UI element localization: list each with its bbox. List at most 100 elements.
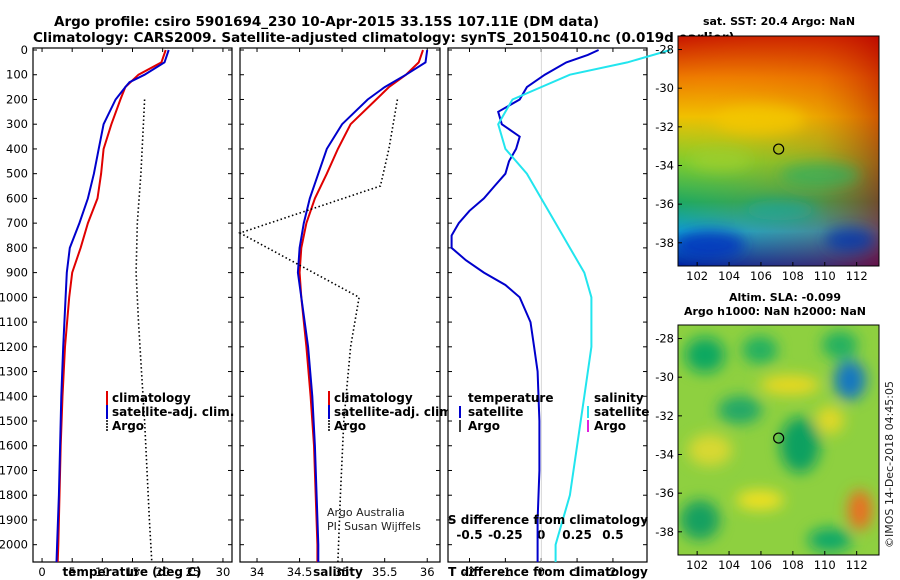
- legend-salinity-argo: Argo: [594, 419, 626, 433]
- x-tick-label: -1: [500, 565, 511, 579]
- series-line-satellite-adj-clim-: [296, 49, 429, 562]
- salinity-series: [237, 49, 429, 563]
- x-tick-label: 36: [420, 565, 435, 579]
- depth-tick-label: 600: [6, 191, 28, 205]
- sla-axes: 102 104 106 108 110 112 -28 -30 -32 -34 -36 -38: [655, 332, 867, 572]
- map-x-tick-label: 108: [782, 269, 804, 283]
- sst-title: sat. SST: 20.4 Argo: NaN: [703, 15, 855, 28]
- map-x-tick-label: 110: [814, 269, 836, 283]
- sst-field-texture: [678, 106, 875, 259]
- difference-legend-temperature: temperature satellite Argo: [459, 391, 553, 433]
- depth-tick-label: 1500: [0, 414, 28, 428]
- x-tick-label: 15: [125, 565, 140, 579]
- depth-tick-label: 900: [6, 266, 28, 280]
- depth-tick-label: 1600: [0, 439, 28, 453]
- map-y-tick-label: -32: [655, 120, 674, 134]
- temperature-x-axis: 0 5 10 15 20 25 30: [38, 48, 230, 579]
- map-x-tick-label: 102: [686, 269, 708, 283]
- depth-tick-label: 1100: [0, 315, 28, 329]
- s-diff-tick-label: 0.5: [602, 528, 623, 542]
- depth-tick-label: 200: [6, 92, 28, 106]
- salinity-x-axis: 34 34.5 35 35.5 36: [250, 48, 435, 579]
- depth-tick-label: 1700: [0, 463, 28, 477]
- x-tick-label: 2: [609, 565, 616, 579]
- depth-tick-label: 0: [21, 43, 28, 57]
- x-tick-label: 35.5: [372, 565, 398, 579]
- difference-legend-salinity: salinity satellite Argo: [587, 391, 649, 433]
- map-y-tick-label: -36: [655, 486, 674, 500]
- x-tick-label: 30: [216, 565, 231, 579]
- s-diff-tick-label: 0.25: [562, 528, 592, 542]
- legend-s-satellite-adj: satellite-adj. clim.: [334, 405, 456, 419]
- depth-tick-label: 400: [6, 142, 28, 156]
- s-difference-label: S difference from climatology: [448, 513, 648, 527]
- map-y-tick-label: -34: [655, 158, 674, 172]
- legend-salinity-satellite: satellite: [594, 405, 649, 419]
- map-x-tick-label: 112: [846, 269, 868, 283]
- sst-heatmap: [678, 36, 879, 266]
- legend-temperature-title: temperature: [468, 391, 553, 405]
- depth-tick-label: 1300: [0, 365, 28, 379]
- map-y-tick-label: -28: [655, 43, 674, 57]
- difference-series: [450, 48, 671, 562]
- sla-frame: [677, 324, 880, 556]
- sst-map-panel: sat. SST: 20.4 Argo: NaN 102 104 106 108 110…: [655, 15, 880, 283]
- depth-tick-label: 1000: [0, 290, 28, 304]
- x-tick-label: 20: [155, 565, 170, 579]
- temperature-xlabel: temperature (deg C): [63, 565, 202, 579]
- x-tick-label: 25: [185, 565, 200, 579]
- depth-tick-label: 800: [6, 241, 28, 255]
- salinity-xlabel: salinity: [313, 565, 363, 579]
- temperature-legend: climatology satellite-adj. clim. Argo: [106, 391, 234, 433]
- legend-t-satellite: satellite: [468, 405, 523, 419]
- map-y-tick-label: -38: [655, 236, 674, 250]
- salinity-legend: climatology satellite-adj. clim. Argo: [328, 391, 456, 433]
- depth-tick-label: 1800: [0, 488, 28, 502]
- sla-subtitle: Argo h1000: NaN h2000: NaN: [684, 305, 866, 318]
- legend-argo: Argo: [112, 419, 144, 433]
- map-y-tick-label: -36: [655, 197, 674, 211]
- x-tick-label: -2: [464, 565, 475, 579]
- argo-location-marker: [773, 143, 785, 155]
- map-x-tick-label: 106: [750, 558, 772, 572]
- map-x-tick-label: 102: [686, 558, 708, 572]
- map-y-tick-label: -28: [655, 332, 674, 346]
- title-line-1: Argo profile: csiro 5901694_230 10-Apr-2…: [54, 14, 599, 30]
- salinity-axes-box: [239, 47, 441, 563]
- depth-tick-label: 1200: [0, 340, 28, 354]
- map-y-tick-label: -32: [655, 409, 674, 423]
- sla-field-texture: [680, 331, 872, 552]
- depth-tick-label: 500: [6, 167, 28, 181]
- temperature-panel: 0100200300400500600700800900100011001200…: [0, 43, 234, 579]
- sla-map-panel: Altim. SLA: -0.099 Argo h1000: NaN h2000…: [655, 291, 880, 572]
- imos-watermark: ©IMOS 14-Dec-2018 04:45:05: [883, 381, 896, 548]
- map-x-tick-label: 106: [750, 269, 772, 283]
- title-line-2: Climatology: CARS2009. Satellite-adjuste…: [33, 30, 735, 46]
- argo-location-marker-sla: [773, 432, 785, 444]
- x-tick-label: 5: [69, 565, 76, 579]
- map-x-tick-label: 104: [718, 558, 740, 572]
- map-y-tick-label: -30: [655, 81, 674, 95]
- depth-tick-label: 700: [6, 216, 28, 230]
- depth-tick-label: 100: [6, 68, 28, 82]
- temperature-axes-box: [32, 47, 233, 563]
- depth-tick-label: 1900: [0, 513, 28, 527]
- legend-salinity-title: salinity: [594, 391, 644, 405]
- x-tick-label: 34: [250, 565, 265, 579]
- depth-tick-label: 1400: [0, 389, 28, 403]
- salinity-panel: 34 34.5 35 35.5 36 climatology satellite-adj…: [237, 47, 456, 579]
- map-y-tick-label: -34: [655, 447, 674, 461]
- legend-climatology: climatology: [112, 391, 191, 405]
- map-y-tick-label: -30: [655, 370, 674, 384]
- x-tick-label: 0: [38, 565, 45, 579]
- x-tick-label: 34.5: [287, 565, 313, 579]
- legend-satellite-adj: satellite-adj. clim.: [112, 405, 234, 419]
- s-diff-tick-label: -0.25: [488, 528, 523, 542]
- depth-tick-label: 300: [6, 117, 28, 131]
- sst-axes: 102 104 106 108 110 112 -28 -30 -32 -34 -36 -38: [655, 43, 867, 283]
- temperature-series: [55, 49, 170, 563]
- map-y-tick-label: -38: [655, 525, 674, 539]
- map-x-tick-label: 104: [718, 269, 740, 283]
- difference-depth-ticks: [448, 49, 647, 546]
- x-tick-label: 0: [538, 565, 545, 579]
